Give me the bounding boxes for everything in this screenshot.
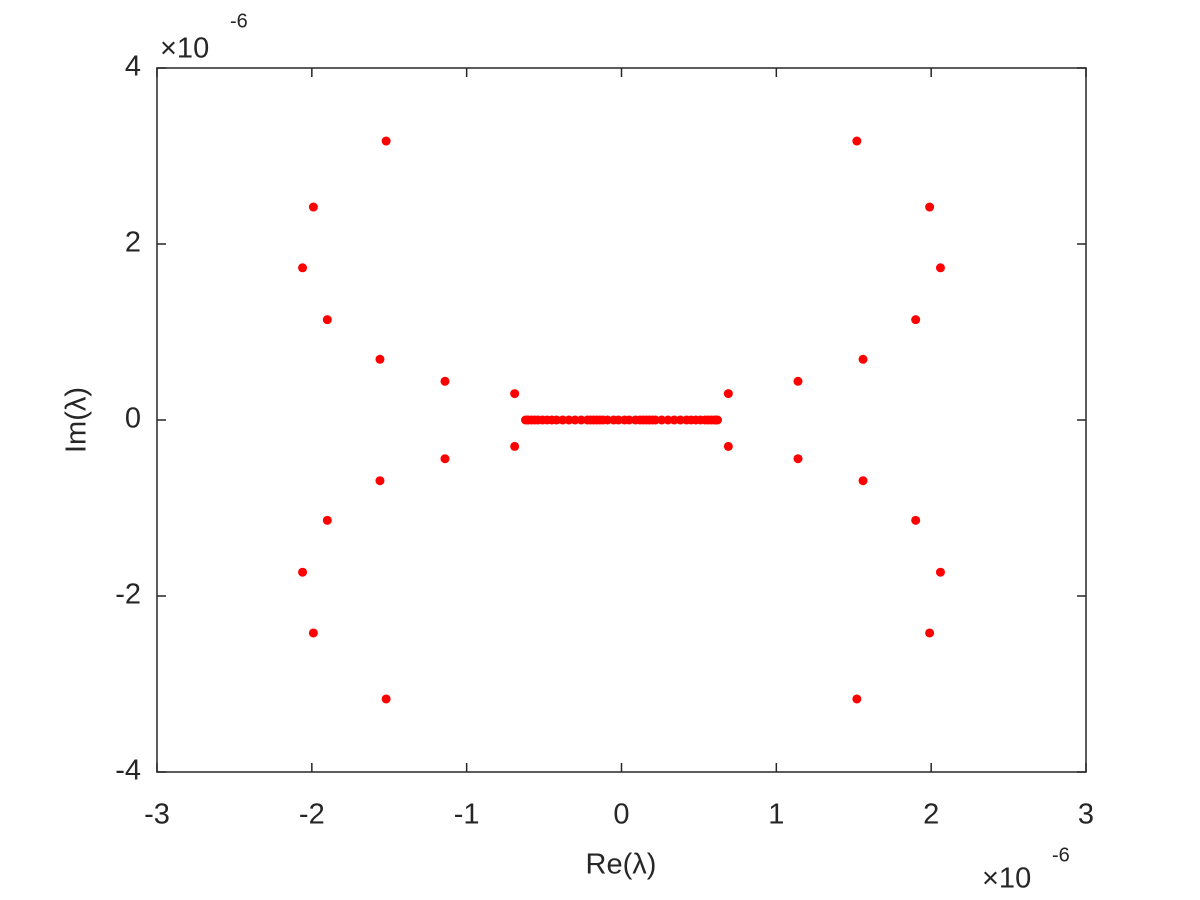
x-multiplier-base: ×10 [982, 863, 1031, 895]
point [651, 415, 661, 425]
point [669, 415, 679, 425]
point [858, 354, 868, 364]
x-tick-label: 0 [613, 799, 629, 831]
point [375, 476, 385, 486]
point [510, 441, 520, 451]
y-tick-label: -2 [115, 579, 141, 611]
point [375, 354, 385, 364]
x-tick-label: 1 [768, 799, 784, 831]
y-tick-label: 4 [125, 51, 141, 83]
point [551, 415, 561, 425]
point [322, 515, 332, 525]
point [852, 136, 862, 146]
y-tick-label: 2 [125, 227, 141, 259]
x-tick-label: 2 [923, 799, 939, 831]
point [298, 567, 308, 577]
point [440, 376, 450, 386]
point [564, 415, 574, 425]
point [558, 415, 568, 425]
point [663, 415, 673, 425]
point [712, 415, 722, 425]
point [613, 415, 623, 425]
point [911, 515, 921, 525]
x-tick-label: -1 [454, 799, 480, 831]
point [911, 315, 921, 325]
point [935, 567, 945, 577]
point [322, 315, 332, 325]
y-multiplier-exponent: -6 [230, 10, 248, 32]
point [723, 441, 733, 451]
point [624, 415, 634, 425]
x-tick-label: -2 [299, 799, 325, 831]
y-tick-label: -4 [115, 755, 141, 787]
y-multiplier-base: ×10 [160, 33, 209, 65]
point [852, 694, 862, 704]
point [935, 263, 945, 273]
point [723, 389, 733, 399]
point [440, 454, 450, 464]
point [675, 415, 685, 425]
point [858, 476, 868, 486]
x-tick-label: -3 [144, 799, 170, 831]
x-axis-label: Re(λ) [586, 849, 657, 881]
y-axis-label: Im(λ) [61, 387, 93, 453]
point [576, 415, 586, 425]
point [925, 202, 935, 212]
point [603, 415, 613, 425]
x-tick-label: 3 [1078, 799, 1094, 831]
point [381, 694, 391, 704]
point [657, 415, 667, 425]
y-tick-label: 0 [125, 403, 141, 435]
point [925, 628, 935, 638]
point [381, 136, 391, 146]
point [308, 628, 318, 638]
x-multiplier-exponent: -6 [1052, 844, 1070, 866]
point [510, 389, 520, 399]
point [793, 376, 803, 386]
point [298, 263, 308, 273]
point [308, 202, 318, 212]
point [570, 415, 580, 425]
point [793, 454, 803, 464]
